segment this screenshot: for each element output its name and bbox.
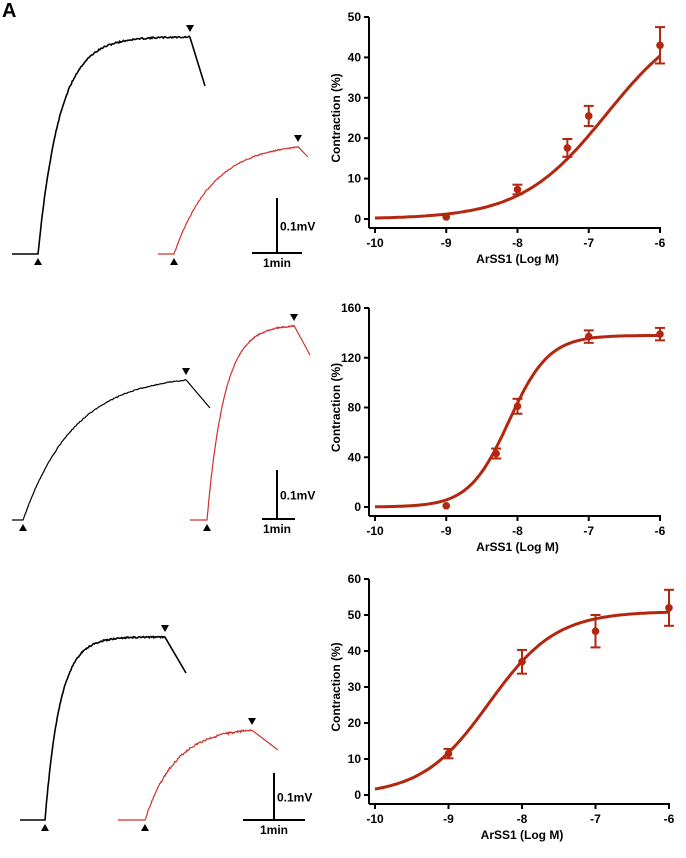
data-point	[442, 213, 451, 221]
chart-3: 0 10 20 30 40 50 60 -10 -9 -8 -7 -6 ArSS1 (Log M) Con…	[329, 572, 675, 842]
x-tick-label: -6	[664, 812, 675, 826]
y-axis-label: Contraction (%)	[329, 73, 343, 162]
x-tick-label: -9	[441, 524, 452, 538]
onset-arrowhead	[41, 824, 49, 831]
data-point	[513, 402, 522, 411]
y-tick-label: 80	[348, 401, 362, 415]
y-tick-label: 10	[348, 172, 362, 186]
onset-arrowhead	[203, 524, 211, 531]
washout-arrowhead	[161, 625, 169, 632]
data-point	[591, 627, 600, 635]
data-point	[656, 330, 664, 338]
washout-arrowhead	[290, 314, 298, 321]
y-tick-label: 20	[348, 716, 362, 730]
recording-trace	[12, 35, 206, 255]
data-point	[492, 449, 500, 458]
data-point	[665, 604, 673, 612]
scale-bar: 0.1mV 1min	[243, 773, 312, 837]
scale-voltage-label: 0.1mV	[277, 791, 312, 805]
scale-time-label: 1min	[263, 522, 291, 536]
y-tick-label: 10	[348, 752, 362, 766]
scale-time-label: 1min	[260, 823, 288, 837]
washout-arrowhead	[294, 135, 302, 142]
recording-trace	[20, 635, 187, 821]
x-tick-label: -10	[366, 812, 384, 826]
y-tick-label: 40	[348, 644, 362, 658]
y-tick-label: 30	[348, 680, 362, 694]
onset-arrowhead	[141, 824, 149, 831]
x-tick-label: -8	[512, 236, 523, 250]
recording-trace	[118, 728, 279, 821]
fit-curve	[375, 334, 660, 509]
y-tick-label: 0	[354, 500, 361, 514]
data-point	[656, 41, 664, 50]
dose-response-charts: 0 10 20 30 40 50 -10 -9 -8 -7 -6 ArSS1 (Log M) Contr…	[329, 10, 675, 842]
y-tick-label: 160	[341, 301, 361, 315]
washout-arrowhead	[248, 718, 256, 725]
data-point	[563, 144, 572, 152]
recording-traces: 0.1mV 1min 0.1mV 1min 0.1mV 1min	[12, 25, 315, 837]
scale-time-label: 1min	[263, 256, 291, 270]
scale-voltage-label: 0.1mV	[280, 489, 315, 503]
x-tick-label: -6	[655, 524, 666, 538]
x-tick-label: -9	[443, 812, 454, 826]
y-tick-label: 20	[348, 131, 362, 145]
data-point	[444, 749, 453, 758]
x-tick-label: -8	[512, 524, 523, 538]
x-tick-label: -7	[583, 524, 594, 538]
y-tick-label: 50	[348, 608, 362, 622]
y-tick-label: 30	[348, 91, 362, 105]
chart-2: 0 40 80 120 160 -10 -9 -8 -7 -6 ArSS1 (Log M) Contr…	[329, 301, 666, 554]
chart-1: 0 10 20 30 40 50 -10 -9 -8 -7 -6 ArSS1 (Log M) Contr…	[329, 10, 666, 266]
x-tick-label: -6	[655, 236, 666, 250]
y-tick-label: 50	[348, 10, 362, 24]
y-axis-label: Contraction (%)	[329, 363, 343, 452]
x-axis-label: ArSS1 (Log M)	[481, 828, 564, 842]
recording-trace	[190, 324, 311, 521]
data-point	[518, 658, 526, 666]
y-tick-label: 40	[348, 450, 362, 464]
scale-bar: 0.1mV 1min	[262, 470, 315, 536]
fit-curve	[374, 610, 669, 791]
data-point	[442, 501, 451, 510]
recording-trace	[158, 146, 309, 255]
data-point	[584, 332, 593, 341]
x-axis-label: ArSS1 (Log M)	[476, 252, 559, 266]
x-tick-label: -10	[366, 524, 384, 538]
onset-arrowhead	[170, 258, 178, 265]
x-tick-label: -7	[590, 812, 601, 826]
x-tick-label: -8	[517, 812, 528, 826]
x-tick-label: -10	[366, 236, 384, 250]
washout-arrowhead	[182, 368, 190, 375]
x-tick-label: -9	[441, 236, 452, 250]
y-tick-label: 0	[354, 788, 361, 802]
panel-letter: A	[2, 0, 17, 22]
scale-voltage-label: 0.1mV	[280, 220, 315, 234]
fit-curve	[375, 54, 661, 220]
data-point	[513, 185, 522, 194]
onset-arrowhead	[19, 524, 27, 531]
y-tick-label: 40	[348, 50, 362, 64]
x-axis-label: ArSS1 (Log M)	[476, 540, 559, 554]
y-axis-label: Contraction (%)	[329, 642, 343, 731]
washout-arrowhead	[186, 25, 194, 32]
y-tick-label: 0	[354, 212, 361, 226]
onset-arrowhead	[34, 258, 42, 265]
y-tick-label: 120	[341, 351, 361, 365]
scale-bar: 0.1mV 1min	[252, 198, 315, 270]
recording-trace	[12, 379, 211, 521]
data-point	[584, 112, 593, 120]
y-tick-label: 60	[348, 572, 362, 586]
x-tick-label: -7	[583, 236, 594, 250]
